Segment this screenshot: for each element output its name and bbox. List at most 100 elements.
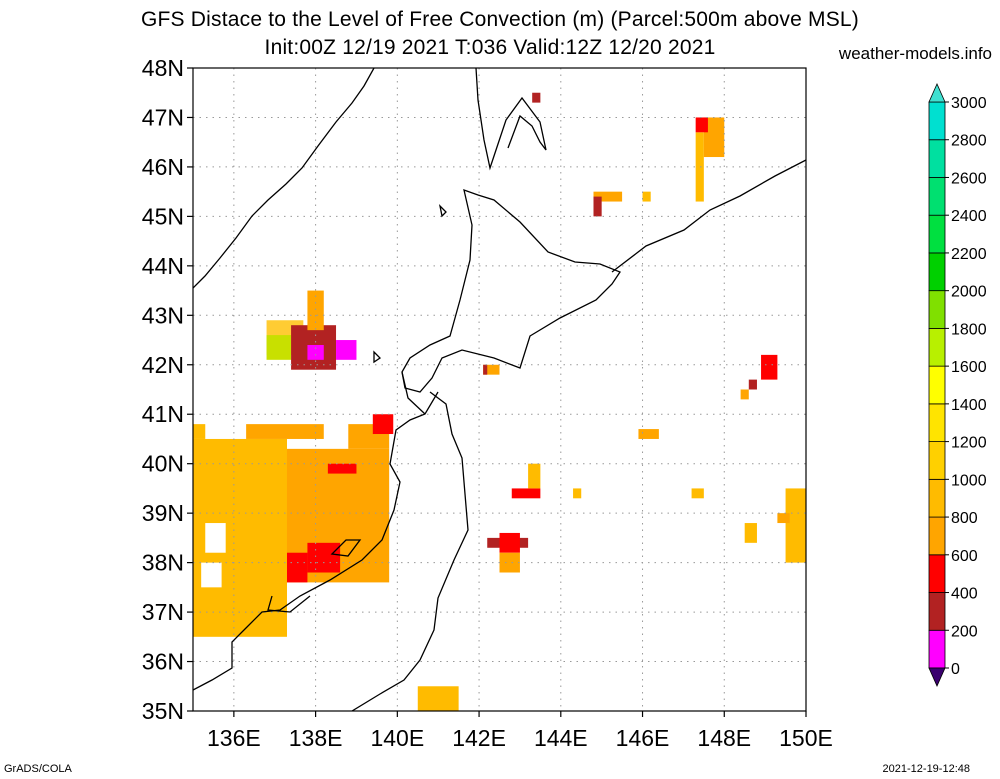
field-patch-33 bbox=[761, 354, 778, 380]
field-patch-1 bbox=[193, 424, 206, 439]
tick-label-lon-140: 140E bbox=[370, 725, 424, 751]
field-patch-28 bbox=[744, 523, 757, 543]
colorbar-label-1000: 1000 bbox=[951, 472, 987, 489]
field-patch-8 bbox=[327, 463, 357, 474]
colorbar-segment-200 bbox=[928, 592, 946, 631]
coast-kurils bbox=[611, 159, 806, 273]
tick-label-lon-146: 146E bbox=[616, 725, 670, 751]
tick-label-lat-38: 38N bbox=[142, 550, 184, 576]
field-patch-38 bbox=[703, 117, 725, 158]
tick-label-lat-37: 37N bbox=[142, 599, 184, 625]
colorbar-segment-1800 bbox=[928, 290, 946, 329]
tick-label-lon-148: 148E bbox=[697, 725, 751, 751]
field-patch-15 bbox=[336, 340, 357, 360]
field-patch-36 bbox=[642, 191, 651, 202]
colorbar-label-2200: 2200 bbox=[951, 246, 987, 263]
coast-honshu-east bbox=[351, 391, 469, 711]
field-patch-7 bbox=[307, 542, 341, 573]
map-subtitle: Init:00Z 12/19 2021 T:036 Valid:12Z 12/2… bbox=[264, 36, 716, 59]
field-patch-6 bbox=[286, 552, 308, 583]
tick-label-lon-136: 136E bbox=[207, 725, 261, 751]
colorbar-label-1800: 1800 bbox=[951, 321, 987, 338]
field-patch-3 bbox=[246, 424, 324, 439]
tick-label-lon-142: 142E bbox=[452, 725, 506, 751]
colorbar-label-1200: 1200 bbox=[951, 435, 987, 452]
coast-sado bbox=[330, 539, 362, 557]
colorbar-label-2000: 2000 bbox=[951, 284, 987, 301]
tick-label-lat-43: 43N bbox=[142, 302, 184, 328]
colorbar-label-400: 400 bbox=[951, 586, 978, 603]
colorbar-segment-800 bbox=[928, 478, 946, 518]
field-patch-17 bbox=[483, 364, 500, 375]
field-patch-34 bbox=[593, 191, 623, 202]
field-patch-19 bbox=[417, 686, 459, 711]
field-patch-24 bbox=[528, 463, 541, 489]
colorbar-below-arrow bbox=[928, 667, 946, 687]
tick-label-lat-47: 47N bbox=[142, 104, 184, 130]
field-patch-32 bbox=[748, 379, 757, 390]
coast-asia-mainland bbox=[193, 68, 375, 289]
field-patch-30 bbox=[777, 513, 790, 524]
lon-axis: 136E 138E 140E 142E 144E 146E 148E 150E bbox=[207, 711, 833, 751]
field-patch-37 bbox=[695, 132, 704, 202]
tick-label-lon-150: 150E bbox=[779, 725, 833, 751]
colorbar-label-600: 600 bbox=[951, 548, 978, 565]
coast-sakhalin bbox=[475, 68, 547, 171]
colorbar-label-3000: 3000 bbox=[951, 95, 987, 112]
coast-small-island-1 bbox=[438, 204, 447, 218]
tick-label-lon-144: 144E bbox=[534, 725, 588, 751]
colorbar-segment-1000 bbox=[928, 441, 946, 480]
colorbar-segment-2200 bbox=[928, 214, 946, 254]
field-patch-23 bbox=[511, 488, 541, 499]
field-patch-9 bbox=[205, 523, 226, 553]
tick-label-lat-44: 44N bbox=[142, 253, 184, 279]
tick-label-lat-36: 36N bbox=[142, 649, 184, 675]
tick-label-lat-48: 48N bbox=[142, 55, 184, 81]
colorbar-label-1600: 1600 bbox=[951, 359, 987, 376]
colorbar-segment-2400 bbox=[928, 177, 946, 216]
field-layer bbox=[193, 92, 806, 711]
footer-credit: GrADS/COLA bbox=[4, 763, 72, 775]
colorbar-label-1400: 1400 bbox=[951, 397, 987, 414]
colorbar-label-0: 0 bbox=[951, 661, 960, 678]
tick-label-lat-42: 42N bbox=[142, 352, 184, 378]
coast-noto bbox=[267, 595, 311, 613]
field-patch-5 bbox=[372, 414, 394, 435]
colorbar-above-arrow bbox=[928, 83, 946, 103]
field-patch-26 bbox=[638, 429, 659, 439]
colorbar-segment-400 bbox=[928, 554, 946, 593]
tick-label-lat-39: 39N bbox=[142, 500, 184, 526]
site-label: weather-models.info bbox=[838, 44, 992, 63]
colorbar-label-2800: 2800 bbox=[951, 133, 987, 150]
colorbar-segment-2600 bbox=[928, 139, 946, 178]
tick-label-lat-40: 40N bbox=[142, 451, 184, 477]
field-patch-22 bbox=[499, 552, 520, 573]
field-patch-21 bbox=[499, 532, 520, 553]
coastline-layer bbox=[193, 68, 806, 711]
field-patch-31 bbox=[740, 389, 749, 400]
colorbar-segment-2000 bbox=[928, 252, 946, 292]
field-patch-18 bbox=[483, 364, 488, 375]
colorbar-segment-0 bbox=[928, 629, 946, 669]
coast-hokkaido bbox=[401, 188, 621, 393]
lat-axis: 35N 36N 37N 38N 39N 40N 41N 42N 43N 44N 45N 46N 47N 4… bbox=[142, 55, 193, 724]
field-patch-29 bbox=[785, 488, 806, 563]
colorbar-segment-1200 bbox=[928, 403, 946, 443]
grid-layer bbox=[193, 68, 806, 711]
colorbar-segment-600 bbox=[928, 516, 946, 556]
field-patch-39 bbox=[695, 117, 708, 133]
field-patch-27 bbox=[691, 488, 704, 499]
map-title: GFS Distace to the Level of Free Convect… bbox=[141, 8, 859, 31]
map-frame bbox=[192, 67, 807, 712]
tick-label-lat-46: 46N bbox=[142, 154, 184, 180]
field-patch-10 bbox=[201, 562, 222, 588]
colorbar-label-800: 800 bbox=[951, 510, 978, 527]
tick-label-lat-35: 35N bbox=[142, 698, 184, 724]
colorbar: 0 200 400 600 800 1000 1200 1400 1600 1800 2000 220… bbox=[928, 83, 987, 687]
coast-tsugaru bbox=[401, 371, 426, 415]
field-patch-12 bbox=[266, 335, 292, 360]
footer-timestamp: 2021-12-19-12:48 bbox=[882, 763, 970, 775]
coast-honshu-west bbox=[193, 391, 439, 691]
field-patch-14 bbox=[307, 290, 324, 331]
